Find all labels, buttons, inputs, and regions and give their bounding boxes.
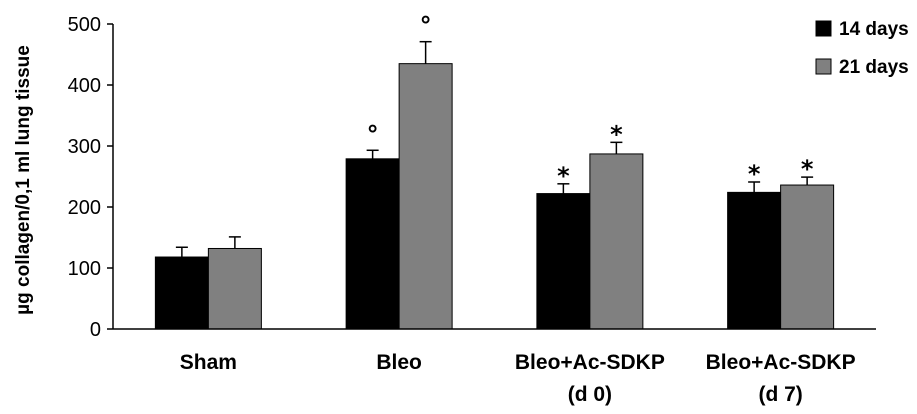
legend-swatch	[815, 58, 832, 75]
bars: ° ° * * * *	[154, 12, 835, 330]
bar	[589, 153, 644, 330]
legend: 14 days 21 days	[815, 19, 909, 78]
y-tick-label: 500	[68, 14, 101, 36]
y-tick-label: 200	[68, 197, 101, 219]
bar	[727, 191, 782, 330]
significance-star: *	[557, 162, 570, 190]
legend-label: 14 days	[839, 19, 909, 40]
legend-label: 21 days	[839, 57, 909, 78]
significance-circle: °	[367, 120, 379, 148]
y-tick-label: 100	[68, 258, 101, 280]
bar	[207, 247, 262, 330]
bar	[536, 193, 591, 330]
bar	[398, 63, 453, 330]
legend-swatch	[815, 20, 832, 37]
y-tick-label: 0	[90, 319, 101, 341]
y-axis-label: µg collagen/0,1 ml lung tissue	[13, 45, 34, 315]
x-tick-label: Bleo	[376, 351, 422, 374]
significance-star: *	[748, 160, 761, 188]
y-axis: 0 100 200 300 400 500	[68, 14, 114, 341]
significance-circle: °	[420, 12, 432, 40]
y-tick-label: 400	[68, 75, 101, 97]
x-tick-label: Bleo+Ac-SDKP	[515, 351, 665, 374]
x-axis: Sham Bleo Bleo+Ac-SDKP (d 0) Bleo+Ac-SDKP (d …	[113, 328, 876, 406]
x-tick-label: (d 7)	[758, 383, 802, 406]
bar	[780, 184, 835, 330]
x-tick-label: Bleo+Ac-SDKP	[706, 351, 856, 374]
bar	[345, 158, 400, 330]
significance-star: *	[801, 155, 814, 183]
x-tick-label: Sham	[180, 351, 237, 374]
x-tick-label: (d 0)	[568, 383, 612, 406]
bar	[154, 256, 209, 330]
significance-star: *	[610, 120, 623, 148]
y-tick-label: 300	[68, 136, 101, 158]
